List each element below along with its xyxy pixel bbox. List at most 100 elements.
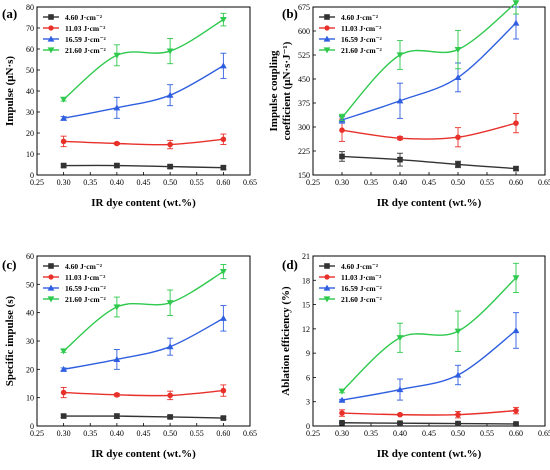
y-tick-label: 9: [306, 349, 310, 358]
x-tick-label: 0.45: [422, 429, 436, 438]
legend-marker: [48, 263, 54, 269]
data-point: [397, 135, 403, 141]
x-axis-label: IR dye content (wt.%): [91, 197, 196, 209]
y-tick-label: 450: [298, 75, 310, 84]
data-point: [113, 356, 121, 363]
data-point: [338, 388, 346, 395]
y-tick-label: 0: [306, 422, 310, 431]
legend: 4.60 J·cm⁻² 11.03 J·cm⁻² 16.59 J·cm⁻² 21.60…: [43, 13, 107, 55]
data-point: [512, 275, 520, 282]
x-tick-label: 0.60: [509, 178, 523, 187]
data-point: [396, 386, 404, 393]
data-point: [167, 414, 173, 420]
data-point: [167, 392, 173, 399]
data-point: [512, 327, 520, 334]
x-tick-label: 0.35: [83, 429, 97, 438]
y-tick-label: 60: [26, 252, 34, 261]
data-point: [339, 419, 345, 426]
data-point: [454, 46, 462, 53]
y-tick-label: 15: [302, 301, 310, 310]
data-point: [512, 19, 520, 26]
x-axis-label: IR dye content (wt.%): [377, 197, 482, 209]
data-point: [114, 413, 120, 419]
x-tick-label: 0.35: [364, 429, 378, 438]
data-point: [455, 134, 461, 141]
panel-label: (b): [282, 6, 298, 21]
legend-marker: [48, 25, 54, 31]
series-line: [63, 164, 224, 169]
series-line: [63, 18, 224, 100]
legend-marker: [323, 284, 331, 291]
legend-marker: [48, 14, 54, 20]
data-point: [397, 156, 403, 163]
series-line: [63, 317, 224, 371]
legend-label: 16.59 J·cm⁻²: [341, 35, 383, 44]
x-tick-label: 0.55: [480, 429, 494, 438]
legend-marker: [47, 35, 55, 42]
legend-label: 16.59 J·cm⁻²: [341, 284, 383, 293]
x-tick-label: 0.30: [57, 178, 71, 187]
series-3: [338, 262, 520, 395]
y-tick-label: 50: [26, 66, 34, 75]
data-point: [220, 136, 227, 143]
x-tick-label: 0.65: [538, 429, 550, 438]
data-point: [219, 314, 227, 321]
data-point: [339, 153, 345, 160]
data-point: [220, 387, 227, 394]
data-point: [513, 421, 519, 427]
legend-marker: [324, 263, 330, 269]
legend: 4.60 J·cm⁻² 11.03 J·cm⁻² 16.59 J·cm⁻² 21.60…: [319, 262, 383, 304]
y-tick-label: 10: [26, 150, 34, 159]
series-1: [339, 406, 519, 419]
data-point: [219, 62, 227, 69]
data-point: [513, 120, 519, 126]
x-tick-label: 0.30: [335, 429, 349, 438]
data-point: [167, 163, 173, 170]
series-0: [60, 162, 227, 171]
x-tick-label: 0.50: [163, 178, 177, 187]
data-point: [454, 328, 462, 335]
x-tick-label: 0.65: [243, 429, 257, 438]
x-tick-label: 0.60: [509, 429, 523, 438]
series-line: [63, 415, 224, 419]
panel-c: 0.25 0.30 0.35 0.40 0.45 0.50 0.55 0.60 0.65 0 10 2…: [2, 252, 257, 460]
x-tick-label: 0.45: [422, 178, 436, 187]
series-3: [60, 264, 227, 355]
y-tick-label: 40: [26, 309, 34, 318]
legend-label: 11.03 J·cm⁻²: [65, 24, 106, 33]
x-tick-label: 0.35: [364, 178, 378, 187]
data-point: [339, 127, 345, 133]
series-1: [339, 113, 519, 148]
x-axis-label: IR dye content (wt.%): [91, 448, 196, 460]
data-point: [512, 0, 520, 7]
y-tick-label: 20: [26, 365, 34, 374]
series-line: [341, 22, 517, 121]
y-tick-label: 18: [302, 276, 310, 285]
y-tick-label: 50: [26, 280, 34, 289]
data-point: [113, 52, 121, 59]
panel-label: (d): [282, 257, 298, 272]
series-line: [341, 2, 517, 118]
legend-label: 4.60 J·cm⁻²: [65, 13, 103, 22]
series-line: [341, 409, 517, 416]
series-line: [341, 155, 517, 170]
legend-label: 4.60 J·cm⁻²: [341, 13, 379, 22]
data-point: [396, 52, 404, 59]
y-tick-label: 300: [298, 123, 310, 132]
data-point: [60, 348, 68, 355]
legend-marker: [47, 296, 55, 303]
y-axis-label: Impulse (μN·s): [4, 56, 16, 126]
legend-marker: [324, 274, 330, 280]
series-2: [338, 312, 520, 403]
y-tick-label: 60: [26, 45, 34, 54]
data-point: [220, 415, 227, 421]
data-point: [60, 162, 67, 169]
x-tick-label: 0.25: [30, 178, 44, 187]
panel-d: 0.25 0.30 0.35 0.40 0.45 0.50 0.55 0.60 0.65 0 3 6 9…: [280, 252, 550, 460]
y-tick-label: 20: [26, 129, 34, 138]
y-tick-label: 0: [30, 171, 34, 180]
data-point: [114, 392, 120, 398]
x-tick-label: 0.40: [110, 429, 124, 438]
x-tick-label: 0.30: [57, 429, 71, 438]
